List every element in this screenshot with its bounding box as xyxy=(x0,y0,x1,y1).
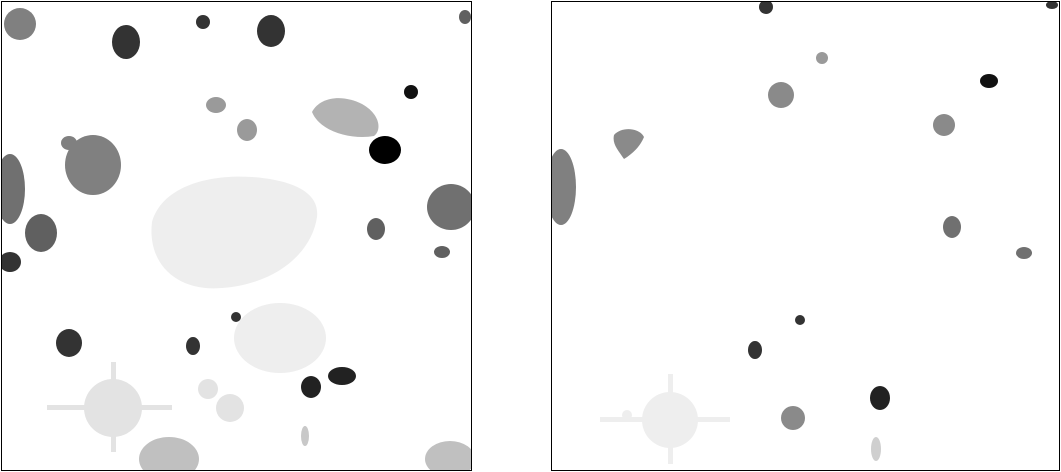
blob xyxy=(112,25,140,59)
segmentation-panel-left xyxy=(1,1,472,471)
blob xyxy=(404,85,418,99)
blob xyxy=(668,374,673,464)
blob xyxy=(231,312,241,322)
blob xyxy=(2,154,25,224)
blob xyxy=(56,329,82,357)
blob xyxy=(427,184,471,230)
blob xyxy=(301,426,309,446)
blob xyxy=(748,341,762,359)
blob xyxy=(312,98,379,137)
blob xyxy=(622,410,632,420)
blob xyxy=(234,303,326,373)
blob xyxy=(2,252,21,272)
segmentation-map-right xyxy=(552,2,1058,464)
blob xyxy=(613,129,644,159)
blob xyxy=(111,362,116,452)
blob xyxy=(369,136,401,164)
segmentation-panel-right xyxy=(551,1,1060,471)
blob xyxy=(1046,2,1058,9)
blob xyxy=(4,8,36,40)
blob xyxy=(459,10,471,24)
blob xyxy=(237,119,257,141)
blob xyxy=(943,216,961,238)
blob xyxy=(216,394,244,422)
blob xyxy=(1016,247,1032,259)
blob xyxy=(759,2,773,14)
blob xyxy=(257,15,285,47)
blob xyxy=(151,176,318,289)
blob xyxy=(870,386,890,410)
blob xyxy=(552,149,576,225)
blob xyxy=(367,218,385,240)
blob xyxy=(186,337,200,355)
segmentation-map-left xyxy=(2,8,471,470)
blob xyxy=(434,246,450,258)
blob xyxy=(61,136,77,150)
blob xyxy=(65,135,121,195)
blob xyxy=(781,406,805,430)
blob xyxy=(600,417,730,422)
blob xyxy=(328,367,356,385)
blob xyxy=(871,437,881,461)
blob xyxy=(196,15,210,29)
blob xyxy=(425,441,471,470)
blob xyxy=(47,405,172,410)
blob xyxy=(816,52,828,64)
blob xyxy=(768,82,794,108)
blob xyxy=(198,379,218,399)
blob xyxy=(206,97,226,113)
blob xyxy=(933,114,955,136)
blob xyxy=(139,437,199,470)
blob xyxy=(25,214,57,252)
blob xyxy=(795,315,805,325)
blob xyxy=(301,376,321,398)
blob xyxy=(980,74,998,88)
